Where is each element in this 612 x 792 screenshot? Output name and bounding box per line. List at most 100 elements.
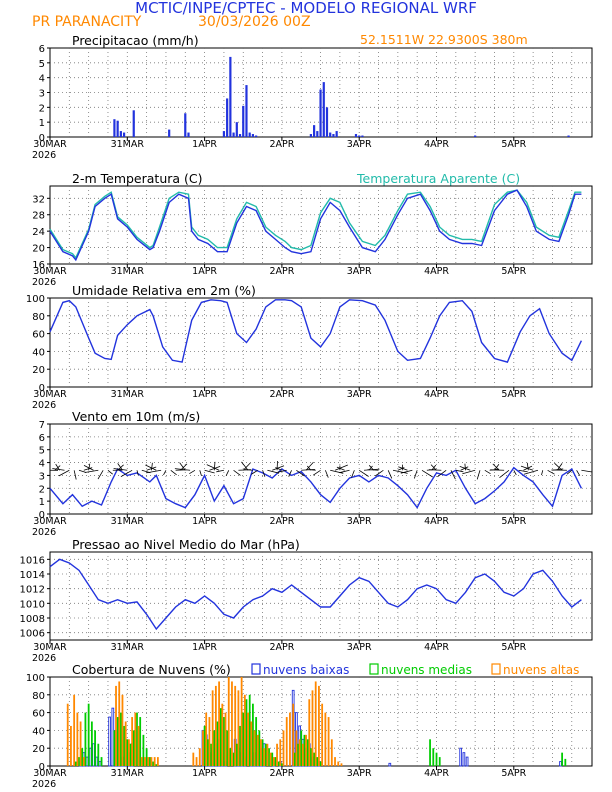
precip-bar (116, 120, 119, 137)
cloud-bar-altas (337, 761, 340, 766)
header-coords: 52.1511W 22.9300S 380m (360, 32, 528, 47)
cloud-panel (47, 663, 593, 770)
wind-vector (305, 461, 314, 471)
wind-panel (47, 423, 593, 518)
wind-vector (145, 464, 157, 471)
temp-day-label: 5APR (501, 266, 526, 277)
cloud-bar-altas (272, 757, 275, 766)
cloud-ytick-label: 0 (39, 762, 45, 773)
wind-ytick-label: 2 (39, 484, 45, 495)
precip-day-label: 30MAR (33, 139, 67, 150)
cloud-day-label: 31MAR (111, 768, 145, 779)
wind-vector (428, 469, 442, 471)
wind-vector (581, 469, 593, 473)
cloud-bar-medias (274, 757, 277, 766)
cloud-day-label: 1APR (192, 768, 217, 779)
cloud-bar-medias (432, 748, 435, 766)
cloud-bar-altas (147, 757, 150, 766)
wind-ytick-label: 0 (39, 510, 45, 521)
cloud-bar-altas (70, 725, 72, 766)
cloud-bar-altas (134, 712, 137, 766)
cloud-bar-medias (139, 717, 142, 766)
cloud-ytick-label: 40 (32, 726, 45, 737)
header-title: MCTIC/INPE/CPTEC - MODELO REGIONAL WRF (135, 0, 477, 17)
cloud-bar-baixas (98, 761, 102, 767)
wind-vector (358, 469, 369, 477)
temp-day-label: 2APR (269, 266, 294, 277)
precip-bar (319, 89, 322, 137)
rh-day-label: 30MAR (33, 389, 67, 400)
cloud-bar-medias (258, 730, 261, 766)
cloud-bar-altas (137, 725, 140, 766)
precip-bar (242, 105, 245, 137)
cloud-bar-medias (216, 721, 219, 766)
cloud-bar-medias (435, 752, 438, 766)
wind-vector (306, 469, 316, 471)
cloud-bar-altas (285, 717, 288, 766)
rh-ytick-label: 40 (32, 347, 45, 358)
precip-bar (332, 134, 335, 137)
cloud-bar-medias (223, 717, 225, 766)
cloud-bar-medias (242, 712, 245, 766)
cloud-bar-altas (76, 712, 79, 766)
cloud-bar-altas (156, 757, 159, 766)
wind-vector (216, 469, 225, 473)
cloud-bar-altas (318, 685, 320, 766)
pres-day-label: 2APR (269, 642, 294, 653)
cloud-bar-altas (144, 757, 146, 766)
rh-frame (49, 297, 593, 388)
cloud-bar-altas (205, 712, 208, 766)
cloud-title: Cobertura de Nuvens (%) (72, 662, 231, 677)
wind-vector (84, 469, 99, 473)
precip-day-label: 31MAR (111, 139, 145, 150)
cloud-bar-altas (311, 690, 314, 766)
cloud-bar-medias (119, 712, 122, 766)
wind-vector (541, 470, 544, 476)
cloud-bar-medias (429, 739, 431, 766)
cloud-bar-medias (248, 694, 251, 766)
temp-ytick-label: 20 (32, 244, 45, 255)
cloud-bar-medias (145, 748, 148, 766)
cloud-bar-altas (66, 703, 69, 766)
cloud-day-label: 30MAR (33, 768, 67, 779)
cloud-bar-medias (316, 757, 319, 766)
wind-vector (576, 470, 581, 476)
cloud-bar-medias (87, 703, 90, 766)
wind-vector (97, 470, 104, 480)
cloud-bar-medias (94, 730, 96, 766)
cloud-bar-altas (334, 757, 336, 766)
wind-vector (351, 470, 355, 478)
cloud-bar-altas (234, 685, 237, 766)
pres-title: Pressao ao Nivel Medio do Mar (hPa) (72, 537, 300, 552)
precip-day-label: 4APR (424, 139, 449, 150)
temp-line-aparente (49, 189, 582, 260)
pres-line-pnmm (49, 558, 582, 631)
cloud-bar-medias (116, 717, 119, 766)
cloud-bar-altas (192, 752, 195, 766)
pres-year-label: 2026 (32, 653, 56, 664)
wind-vector (151, 462, 153, 471)
precip-year-label: 2026 (32, 150, 56, 161)
precip-title: Precipitacao (mm/h) (72, 33, 199, 48)
wind-vector (325, 470, 329, 478)
cloud-bar-medias (219, 708, 222, 766)
rh-ytick-label: 60 (32, 330, 45, 341)
precip-bar (322, 82, 325, 137)
precip-bar (358, 135, 361, 137)
cloud-legend-swatch (369, 663, 379, 675)
cloud-bar-altas (221, 703, 224, 766)
wind-title: Vento em 10m (m/s) (72, 409, 200, 424)
header-run: 30/03/2026 00Z (198, 14, 311, 30)
wind-vector (241, 461, 249, 471)
rh-ytick-label: 100 (26, 294, 45, 305)
cloud-bar-altas (292, 703, 295, 766)
cloud-bar-medias (123, 725, 125, 766)
precip-bar (309, 134, 312, 137)
cloud-day-label: 3APR (347, 768, 372, 779)
precip-bar (313, 125, 316, 137)
wind-vector (398, 466, 408, 471)
precip-bar (119, 131, 122, 137)
wind-vector (170, 469, 177, 476)
cloud-bar-altas (282, 730, 285, 766)
cloud-bar-altas (256, 734, 259, 766)
